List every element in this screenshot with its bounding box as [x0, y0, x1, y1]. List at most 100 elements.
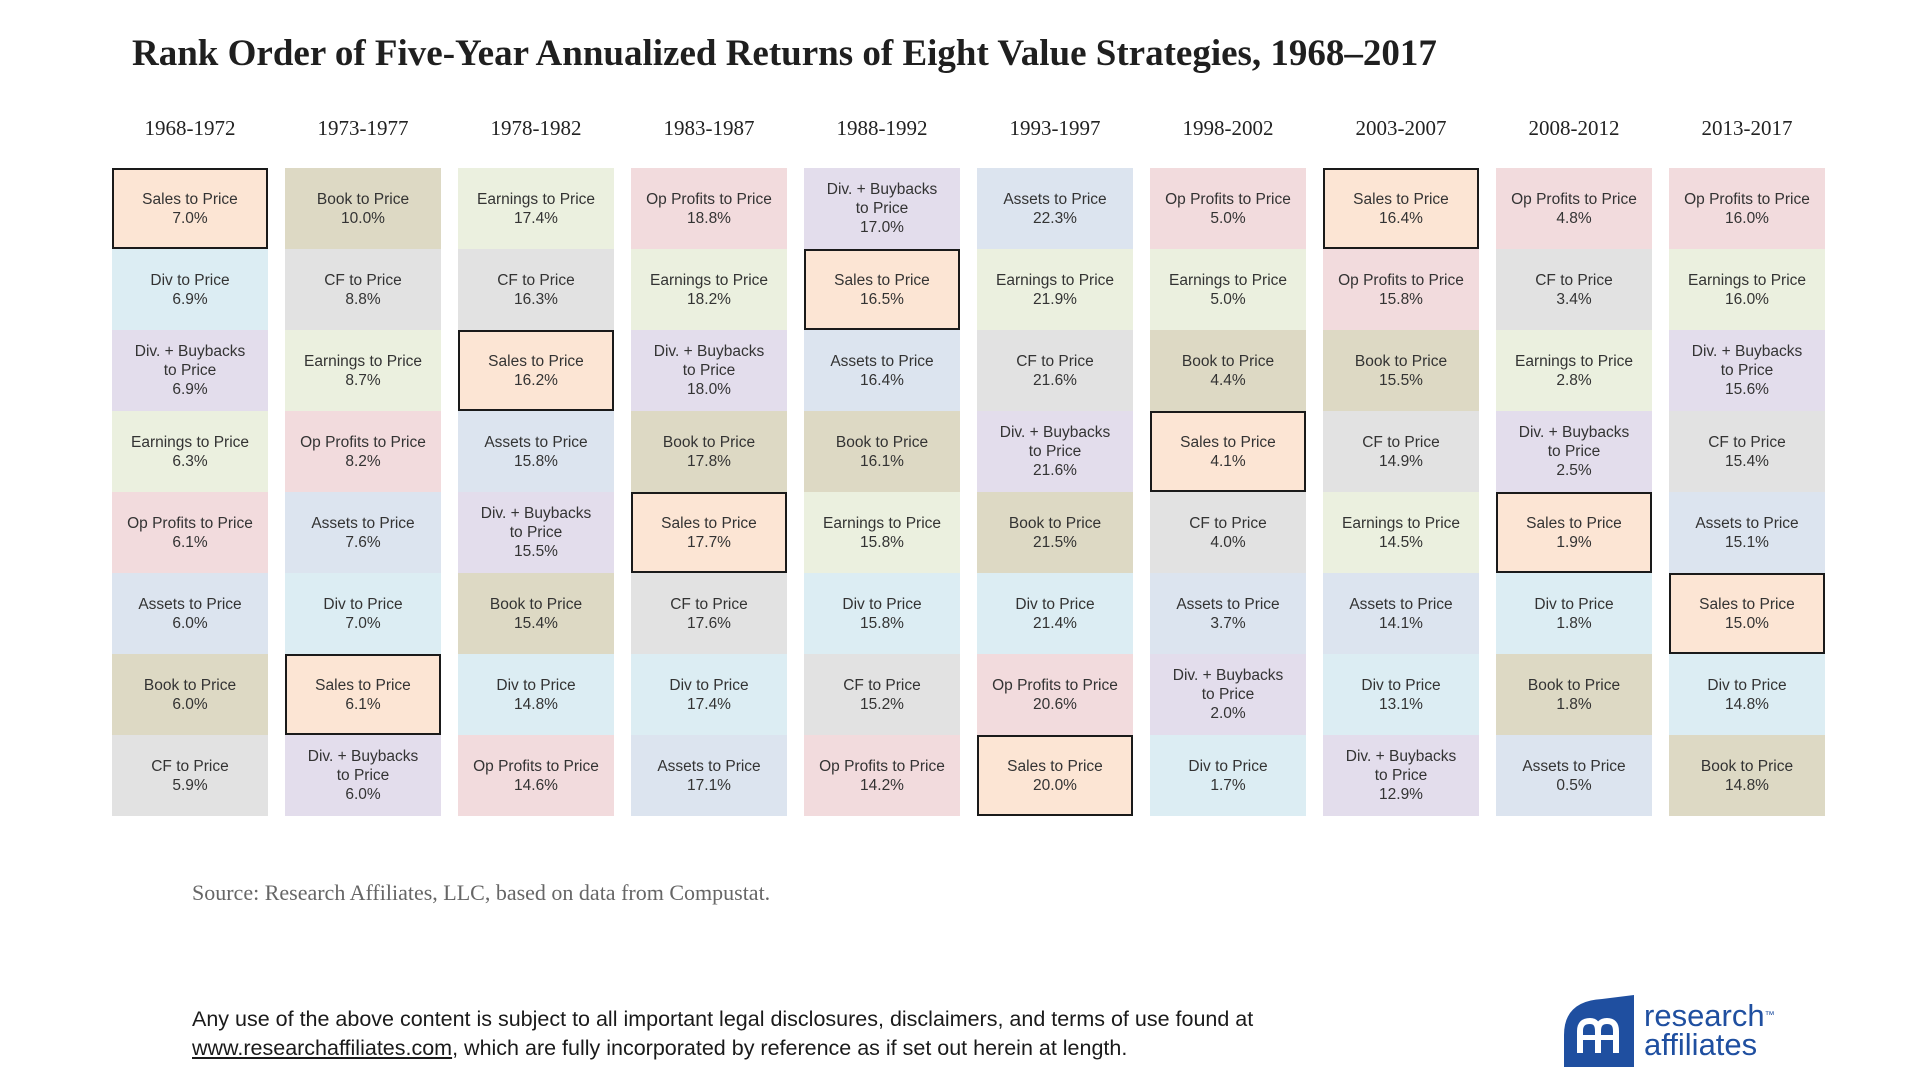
- return-value: 6.0%: [345, 786, 381, 803]
- strategy-name: CF to Price: [151, 757, 229, 775]
- strategy-name: Earnings to Price: [995, 271, 1115, 289]
- strategy-name: Book to Price: [316, 190, 410, 208]
- return-value: 15.4%: [1725, 452, 1769, 470]
- strategy-name: Assets to Price: [657, 757, 761, 775]
- strategy-cell: CF to Price 4.0%: [1150, 492, 1306, 573]
- return-value: 21.6%: [1033, 462, 1077, 479]
- return-value: 14.5%: [1379, 533, 1423, 551]
- return-value: 4.4%: [1210, 371, 1246, 389]
- strategy-name: Div to Price: [1707, 676, 1787, 694]
- strategy-cell: Div to Price 14.8%: [458, 654, 614, 735]
- return-value: 15.5%: [514, 543, 558, 560]
- website-link[interactable]: www.researchaffiliates.com: [192, 1036, 453, 1060]
- strategy-name: Earnings to Price: [1687, 271, 1807, 289]
- return-value: 17.4%: [687, 695, 731, 713]
- strategy-name: to Price: [1720, 362, 1774, 379]
- strategy-name: Div. + Buybacks: [480, 505, 592, 522]
- period-column: 1983-1987 Op Profits to Price 18.8% Earning…: [631, 108, 787, 816]
- strategy-cell: Book to Price 4.4%: [1150, 330, 1306, 411]
- return-value: 7.0%: [345, 614, 381, 632]
- return-value: 6.0%: [172, 695, 208, 713]
- strategy-name: CF to Price: [1535, 271, 1613, 289]
- strategy-name: CF to Price: [497, 271, 575, 289]
- strategy-name: CF to Price: [1189, 514, 1267, 532]
- strategy-cell: Op Profits to Price 14.6%: [458, 735, 614, 816]
- strategy-name: Earnings to Price: [1514, 352, 1634, 370]
- return-value: 2.5%: [1556, 462, 1592, 479]
- strategy-name: Sales to Price: [1526, 514, 1622, 532]
- strategy-name: Assets to Price: [1695, 514, 1799, 532]
- strategy-cell: Div. + Buybacks to Price 15.6%: [1669, 330, 1825, 411]
- strategy-cell: Div. + Buybacks to Price 6.9%: [112, 330, 268, 411]
- return-value: 7.6%: [345, 533, 381, 551]
- strategy-cell: Earnings to Price 6.3%: [112, 411, 268, 492]
- strategy-cell: Sales to Price 1.9%: [1496, 492, 1652, 573]
- period-column: 1978-1982 Earnings to Price 17.4% CF to Pri…: [458, 108, 614, 816]
- strategy-cell: CF to Price 14.9%: [1323, 411, 1479, 492]
- strategy-name: Div to Price: [323, 595, 403, 613]
- return-value: 2.0%: [1210, 705, 1246, 722]
- return-value: 1.9%: [1556, 533, 1592, 551]
- period-column: 1993-1997 Assets to Price 22.3% Earnings to…: [977, 108, 1133, 816]
- period-header: 1968-1972: [144, 116, 236, 140]
- return-value: 4.0%: [1210, 533, 1246, 551]
- strategy-name: Div to Price: [1188, 757, 1268, 775]
- strategy-cell: Earnings to Price 8.7%: [285, 330, 441, 411]
- period-column: 1968-1972 Sales to Price 7.0% Div to Price 6…: [112, 108, 268, 816]
- strategy-name: Earnings to Price: [476, 190, 596, 208]
- return-value: 15.0%: [1725, 614, 1769, 632]
- period-column: 2008-2012 Op Profits to Price 4.8% CF to Pr…: [1496, 108, 1652, 816]
- strategy-name: Sales to Price: [1007, 757, 1103, 775]
- return-value: 21.9%: [1033, 290, 1077, 308]
- period-cells: Sales to Price 16.4% Op Profits to Price 15…: [1323, 168, 1479, 816]
- return-value: 18.2%: [687, 290, 731, 308]
- legal-disclaimer: Any use of the above content is subject …: [192, 1005, 1372, 1063]
- research-affiliates-logo-icon: [1564, 995, 1634, 1067]
- strategy-name: to Price: [336, 767, 390, 784]
- strategy-name: Div. + Buybacks: [307, 748, 419, 765]
- strategy-cell: CF to Price 3.4%: [1496, 249, 1652, 330]
- strategy-cell: Sales to Price 4.1%: [1150, 411, 1306, 492]
- strategy-cell: CF to Price 15.4%: [1669, 411, 1825, 492]
- return-value: 14.6%: [514, 776, 558, 794]
- strategy-name: Book to Price: [143, 676, 237, 694]
- strategy-name: Div. + Buybacks: [1691, 343, 1803, 360]
- strategy-cell: Book to Price 1.8%: [1496, 654, 1652, 735]
- strategy-name: Sales to Price: [1699, 595, 1795, 613]
- return-value: 16.1%: [860, 452, 904, 470]
- strategy-cell: Assets to Price 15.1%: [1669, 492, 1825, 573]
- return-value: 21.6%: [1033, 371, 1077, 389]
- strategy-name: to Price: [682, 362, 736, 379]
- strategy-cell: Earnings to Price 5.0%: [1150, 249, 1306, 330]
- strategy-name: Div. + Buybacks: [826, 181, 938, 198]
- return-value: 15.8%: [1379, 290, 1423, 308]
- return-value: 14.8%: [1725, 776, 1769, 794]
- strategy-name: Op Profits to Price: [300, 433, 426, 451]
- strategy-cell: Book to Price 6.0%: [112, 654, 268, 735]
- strategy-name: to Price: [1547, 443, 1601, 460]
- strategy-name: Div. + Buybacks: [1518, 424, 1630, 441]
- research-affiliates-logo: research™ affiliates: [1564, 995, 1784, 1067]
- strategy-name: Div to Price: [496, 676, 576, 694]
- strategy-name: Div. + Buybacks: [134, 343, 246, 360]
- strategy-name: Div. + Buybacks: [653, 343, 765, 360]
- strategy-name: Div to Price: [669, 676, 749, 694]
- strategy-name: Earnings to Price: [130, 433, 250, 451]
- strategy-cell: Op Profits to Price 15.8%: [1323, 249, 1479, 330]
- strategy-cell: Sales to Price 6.1%: [285, 654, 441, 735]
- strategy-name: Earnings to Price: [822, 514, 942, 532]
- strategy-name: to Price: [163, 362, 217, 379]
- return-value: 0.5%: [1556, 776, 1592, 794]
- return-value: 3.7%: [1210, 614, 1246, 632]
- strategy-name: Sales to Price: [1353, 190, 1449, 208]
- return-value: 16.0%: [1725, 209, 1769, 227]
- return-value: 14.8%: [514, 695, 558, 713]
- strategy-cell: Sales to Price 15.0%: [1669, 573, 1825, 654]
- strategy-cell: Op Profits to Price 6.1%: [112, 492, 268, 573]
- strategy-cell: CF to Price 15.2%: [804, 654, 960, 735]
- period-cells: Op Profits to Price 5.0% Earnings to Price…: [1150, 168, 1306, 816]
- strategy-cell: Assets to Price 7.6%: [285, 492, 441, 573]
- return-value: 15.8%: [860, 533, 904, 551]
- disclaimer-text: Any use of the above content is subject …: [192, 1007, 1254, 1031]
- strategy-cell: Div. + Buybacks to Price 17.0%: [804, 168, 960, 249]
